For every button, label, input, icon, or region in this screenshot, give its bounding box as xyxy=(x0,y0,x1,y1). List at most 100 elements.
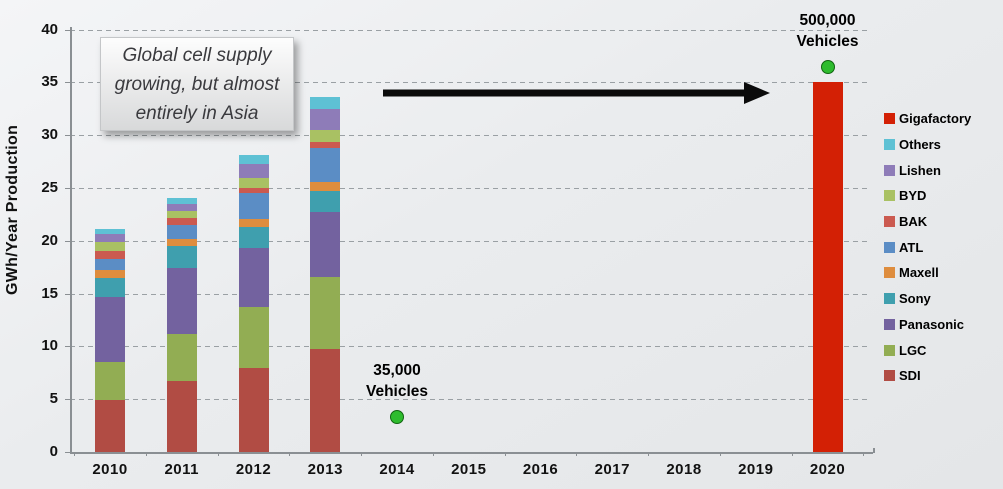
x-tick-mark-6 xyxy=(504,452,506,456)
bar-segment-2012-Lishen xyxy=(238,163,269,179)
x-tick-mark-10 xyxy=(791,452,793,456)
x-tick-label-2012: 2012 xyxy=(235,461,272,478)
bar-segment-2011-Others xyxy=(166,197,197,204)
bar-segment-2020-Gigafactory xyxy=(812,82,843,452)
legend-label-LGC: LGC xyxy=(899,342,927,358)
x-tick-mark-2 xyxy=(217,452,219,456)
gridline-25 xyxy=(70,188,868,189)
bar-segment-2013-LGC xyxy=(310,276,341,349)
legend-item-Others: Others xyxy=(884,132,971,158)
y-tick-label-5: 5 xyxy=(49,390,58,408)
bar-segment-2010-Lishen xyxy=(95,234,125,242)
legend-label-BYD: BYD xyxy=(899,188,927,204)
legend-item-Panasonic: Panasonic xyxy=(884,312,971,338)
legend-swatch-Others xyxy=(884,139,895,151)
bar-segment-2013-BAK xyxy=(310,141,341,148)
y-tick-mark-5 xyxy=(65,399,70,401)
y-tick-label-35: 35 xyxy=(41,73,58,91)
bar-segment-2011-BYD xyxy=(166,211,197,218)
legend-item-Lishen: Lishen xyxy=(884,157,971,183)
bar-segment-2011-Sony xyxy=(166,246,197,269)
marker-label-2014: 35,000 Vehicles xyxy=(327,360,467,402)
legend-swatch-ATL xyxy=(884,241,895,253)
marker-dot-2014 xyxy=(390,410,404,425)
bar-segment-2011-ATL xyxy=(166,224,197,239)
legend-item-Gigafactory: Gigafactory xyxy=(884,106,971,132)
legend-swatch-BYD xyxy=(884,190,895,202)
y-tick-mark-25 xyxy=(65,188,70,189)
gridline-20 xyxy=(70,240,868,242)
x-axis-end-tick xyxy=(873,448,875,453)
x-tick-mark-0 xyxy=(74,452,76,456)
marker-label-line: 35,000 xyxy=(373,362,421,380)
legend-item-Maxell: Maxell xyxy=(884,260,971,286)
x-tick-mark-1 xyxy=(145,452,147,456)
y-tick-label-20: 20 xyxy=(41,231,58,249)
x-tick-label-2010: 2010 xyxy=(92,461,128,478)
legend-swatch-Sony xyxy=(884,293,895,305)
bar-segment-2011-Lishen xyxy=(166,203,197,212)
bar-segment-2010-BYD xyxy=(95,241,125,252)
x-tick-label-2019: 2019 xyxy=(738,461,774,478)
bar-segment-2012-ATL xyxy=(238,193,269,219)
x-tick-mark-3 xyxy=(289,452,291,456)
y-tick-mark-10 xyxy=(65,346,70,348)
bar-segment-2010-Panasonic xyxy=(95,296,125,363)
legend-label-Lishen: Lishen xyxy=(899,162,941,178)
legend-swatch-BAK xyxy=(884,216,895,228)
legend-label-Gigafactory: Gigafactory xyxy=(899,111,972,127)
x-tick-mark-9 xyxy=(719,452,721,456)
legend-item-BAK: BAK xyxy=(884,209,971,235)
bar-segment-2013-Panasonic xyxy=(310,212,341,277)
legend: Gigafactory Others Lishen BYD BAK ATL Maxell So… xyxy=(884,106,971,389)
legend-label-Maxell: Maxell xyxy=(899,265,939,281)
legend-swatch-Lishen xyxy=(884,164,895,176)
x-tick-label-2020: 2020 xyxy=(809,461,846,478)
x-axis-line xyxy=(70,452,873,454)
bar-segment-2012-Maxell xyxy=(238,218,269,228)
bar-segment-2013-ATL xyxy=(310,147,341,182)
legend-swatch-LGC xyxy=(884,344,895,356)
bar-segment-2013-Lishen xyxy=(310,108,341,130)
bar-segment-2010-ATL xyxy=(95,258,125,271)
y-tick-label-0: 0 xyxy=(49,443,58,460)
bar-segment-2013-SDI xyxy=(310,348,341,452)
y-tick-mark-0 xyxy=(65,452,70,453)
bar-segment-2012-SDI xyxy=(238,367,269,452)
x-tick-label-2017: 2017 xyxy=(594,461,630,478)
gridline-5 xyxy=(70,399,868,401)
y-tick-label-40: 40 xyxy=(41,20,58,38)
bar-segment-2012-Panasonic xyxy=(238,248,269,308)
bar-segment-2010-LGC xyxy=(95,362,125,401)
gridline-40 xyxy=(70,29,868,31)
legend-label-ATL: ATL xyxy=(899,239,924,255)
gridline-10 xyxy=(70,346,868,348)
x-tick-label-2013: 2013 xyxy=(307,461,343,478)
bar-segment-2013-Sony xyxy=(310,191,341,213)
legend-item-Sony: Sony xyxy=(884,286,971,312)
bar-segment-2011-LGC xyxy=(166,333,197,382)
x-tick-label-2016: 2016 xyxy=(522,461,559,478)
x-tick-mark-last xyxy=(863,452,865,456)
marker-dot-2020 xyxy=(820,59,835,74)
legend-label-Sony: Sony xyxy=(899,291,931,307)
x-tick-mark-7 xyxy=(576,452,578,456)
legend-label-SDI: SDI xyxy=(899,368,921,384)
gridline-15 xyxy=(70,293,868,295)
legend-item-BYD: BYD xyxy=(884,183,971,209)
marker-label-line: Vehicles xyxy=(365,383,429,401)
x-tick-label-2015: 2015 xyxy=(451,461,487,478)
bar-segment-2010-Others xyxy=(95,229,125,235)
bar-segment-2013-Others xyxy=(310,97,341,109)
y-axis-line xyxy=(70,27,72,453)
y-tick-label-10: 10 xyxy=(41,337,58,355)
y-tick-label-25: 25 xyxy=(41,179,58,196)
legend-label-Others: Others xyxy=(899,137,941,153)
bar-segment-2012-Others xyxy=(238,155,269,164)
bar-segment-2013-BYD xyxy=(310,129,341,142)
marker-label-2020: 500,000 Vehicles xyxy=(758,10,898,52)
y-tick-label-30: 30 xyxy=(41,126,58,144)
bar-segment-2010-Maxell xyxy=(95,270,125,278)
y-tick-mark-30 xyxy=(65,135,70,137)
